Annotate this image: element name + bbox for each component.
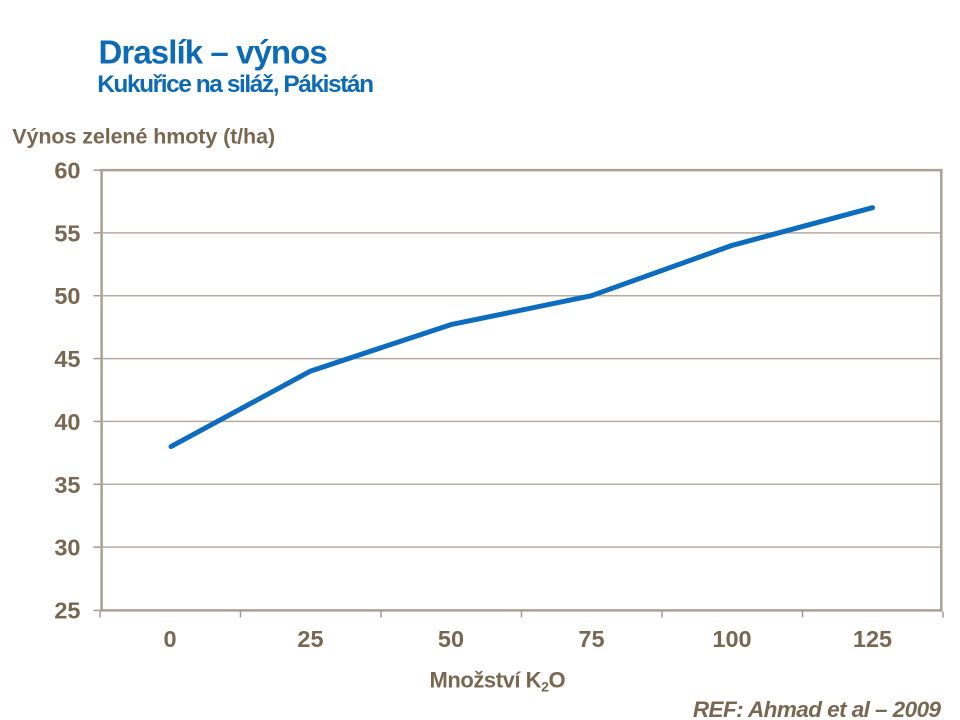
svg-text:40: 40 (54, 409, 80, 435)
svg-text:0: 0 (163, 626, 176, 652)
svg-text:25: 25 (54, 598, 80, 624)
svg-text:45: 45 (54, 346, 80, 372)
svg-text:Množství K2O: Množství K2O (430, 667, 566, 694)
svg-text:Draslík – výnos: Draslík – výnos (99, 33, 327, 70)
svg-text:Kukuřice na siláž, Pákistán: Kukuřice na siláž, Pákistán (97, 71, 373, 98)
svg-text:Výnos zelené hmoty (t/ha): Výnos zelené hmoty (t/ha) (12, 124, 275, 148)
svg-text:60: 60 (54, 158, 80, 184)
svg-text:50: 50 (54, 283, 80, 309)
svg-text:25: 25 (297, 626, 323, 652)
svg-text:35: 35 (54, 472, 80, 498)
svg-text:125: 125 (853, 626, 892, 652)
svg-text:75: 75 (578, 626, 604, 652)
svg-text:REF: Ahmad et al – 2009: REF: Ahmad et al – 2009 (693, 697, 942, 720)
svg-text:50: 50 (438, 626, 464, 652)
svg-text:55: 55 (54, 220, 80, 246)
svg-text:100: 100 (712, 626, 751, 652)
svg-text:30: 30 (54, 535, 80, 561)
